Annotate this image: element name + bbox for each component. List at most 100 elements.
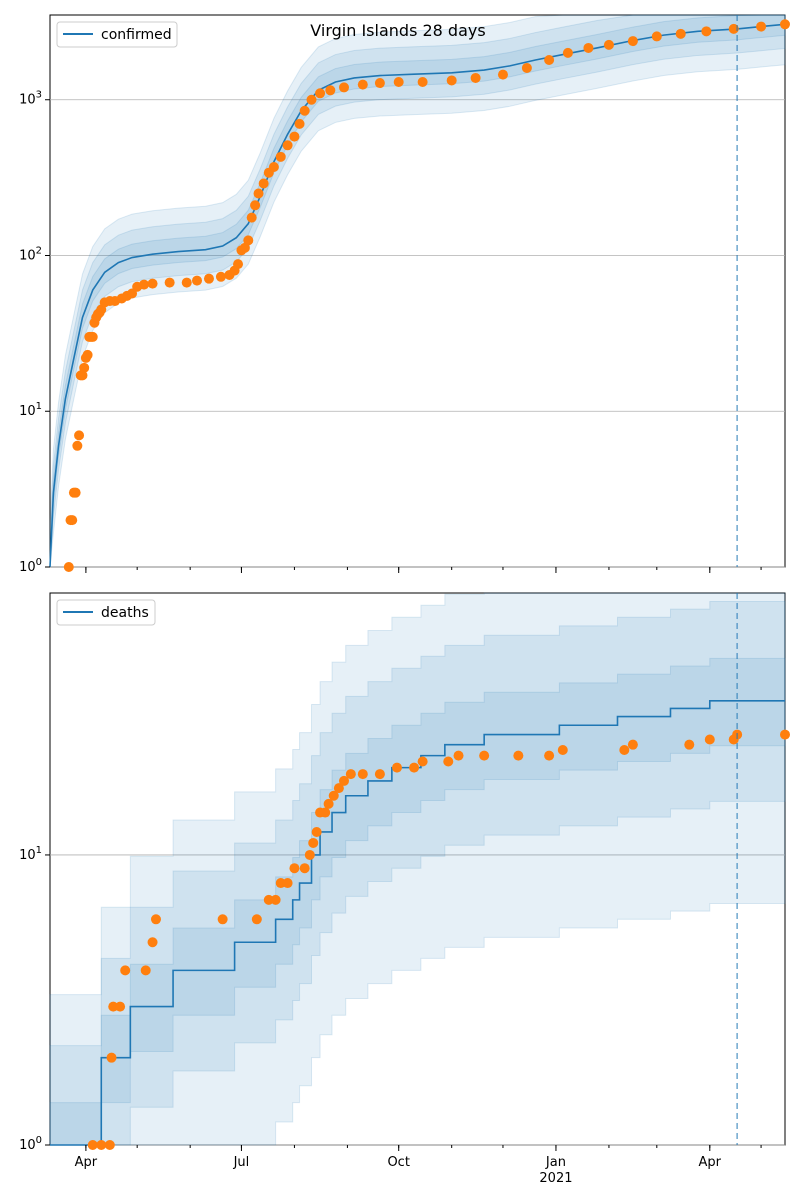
confirmed_observed-point-27 xyxy=(139,279,150,290)
deaths_observed-point-11 xyxy=(251,914,262,925)
deaths_observed-point-13 xyxy=(270,894,281,905)
deaths_observed-point-9 xyxy=(150,914,161,925)
confirmed_observed-point-31 xyxy=(192,275,202,286)
confirmed_observed-point-48 xyxy=(289,131,300,142)
confirmed_observed-point-52 xyxy=(315,88,326,99)
confirmed_observed-point-50 xyxy=(299,105,310,116)
deaths_observed-point-42 xyxy=(704,734,715,745)
deaths_observed-point-22 xyxy=(320,807,331,818)
deaths_observed-point-0 xyxy=(87,1140,98,1150)
uncertainty-band-bottom-outer xyxy=(49,592,786,1146)
deaths_observed-point-30 xyxy=(391,762,402,773)
x-tick-label-1: Jul xyxy=(233,1155,250,1170)
confirmed_observed-point-0 xyxy=(63,562,74,572)
chart-title: Virgin Islands 28 days xyxy=(310,21,485,40)
confirmed_observed-point-53 xyxy=(325,85,336,96)
deaths_observed-point-15 xyxy=(282,878,293,889)
y-tick-label-top-2: 102 xyxy=(19,245,42,263)
deaths_observed-point-26 xyxy=(339,775,349,786)
deaths_observed-point-8 xyxy=(147,937,158,948)
confirmed-plot: 100 101 102 103 xyxy=(19,14,790,575)
confirmed_observed-point-6 xyxy=(74,430,85,441)
deaths_observed-point-45 xyxy=(780,729,790,740)
deaths_observed-point-17 xyxy=(299,863,310,874)
confirmed_observed-point-73 xyxy=(780,19,790,30)
confirmed_observed-point-60 xyxy=(470,72,481,83)
confirmed_observed-point-2 xyxy=(67,515,78,526)
deaths_observed-point-18 xyxy=(304,849,315,860)
deaths_observed-point-40 xyxy=(627,739,638,750)
y-tick-label-top-3: 103 xyxy=(19,90,42,108)
x-tick-label-2: Oct xyxy=(387,1155,409,1170)
confirmed_observed-point-40 xyxy=(246,212,257,223)
deaths_observed-point-33 xyxy=(443,756,454,767)
confirmed_observed-point-39 xyxy=(243,235,254,246)
confirmed_observed-point-42 xyxy=(253,188,264,199)
confirmed_observed-point-49 xyxy=(294,118,305,129)
deaths_observed-point-29 xyxy=(374,769,385,780)
deaths-line xyxy=(50,699,785,1146)
confirmed_observed-point-25 xyxy=(127,288,138,299)
deaths_observed-point-6 xyxy=(120,965,131,976)
deaths_observed-point-2 xyxy=(104,1140,115,1150)
confirmed_observed-point-29 xyxy=(164,277,175,288)
deaths_observed-point-5 xyxy=(115,1001,126,1012)
confirmed_observed-point-47 xyxy=(282,140,293,151)
confirmed_observed-point-30 xyxy=(181,277,192,288)
confirmed_observed-point-63 xyxy=(544,54,555,65)
confirmed_observed-point-36 xyxy=(233,259,244,270)
confirmed_observed-point-38 xyxy=(239,242,250,253)
confirmed_observed-point-57 xyxy=(393,76,404,87)
confirmed-line xyxy=(49,23,786,568)
confirmed_observed-point-54 xyxy=(339,82,349,93)
confirmed_observed-point-9 xyxy=(79,362,90,373)
x-tick-label-4: Apr xyxy=(699,1155,722,1170)
confirmed_observed-point-59 xyxy=(446,75,457,86)
deaths_observed-point-41 xyxy=(684,739,695,750)
confirmed_observed-point-11 xyxy=(82,349,93,360)
deaths_observed-point-16 xyxy=(289,863,300,874)
confirmed_observed-point-56 xyxy=(374,78,385,89)
confirmed_observed-point-32 xyxy=(203,273,214,284)
deaths_observed-point-31 xyxy=(409,762,420,773)
confirmed_observed-point-66 xyxy=(603,39,614,50)
deaths_observed-point-35 xyxy=(479,750,490,761)
deaths_observed-point-28 xyxy=(357,769,368,780)
uncertainty-band-top-outer xyxy=(49,14,786,568)
deaths_observed-point-19 xyxy=(308,837,319,848)
x-tick-label-3: Jan xyxy=(545,1155,566,1170)
confirmed_observed-point-45 xyxy=(268,161,279,172)
confirmed_observed-point-62 xyxy=(521,62,532,73)
deaths_observed-point-34 xyxy=(453,750,464,761)
confirmed_observed-point-33 xyxy=(215,271,226,282)
confirmed_observed-point-70 xyxy=(701,26,712,37)
y-tick-label-top-1: 101 xyxy=(19,401,42,419)
x-tick-sublabel-3: 2021 xyxy=(539,1171,572,1186)
deaths_observed-point-24 xyxy=(328,790,339,801)
confirmed_observed-point-67 xyxy=(627,36,638,47)
confirmed_observed-point-46 xyxy=(275,151,286,162)
legend-deaths: deaths xyxy=(56,599,156,626)
confirmed_observed-point-5 xyxy=(72,440,83,451)
y-tick-label-bottom-0: 100 xyxy=(19,1135,42,1153)
confirmed_observed-point-71 xyxy=(728,23,739,34)
confirmed_observed-point-55 xyxy=(357,79,368,90)
legend-confirmed-label: confirmed xyxy=(101,27,172,43)
confirmed_observed-point-58 xyxy=(417,76,428,87)
x-tick-label-0: Apr xyxy=(75,1155,98,1170)
legend-confirmed: confirmed xyxy=(56,21,178,48)
confirmed_observed-point-72 xyxy=(756,21,767,32)
y-tick-label-bottom-1: 101 xyxy=(19,845,42,863)
legend-deaths-label: deaths xyxy=(101,605,149,621)
confirmed_observed-point-65 xyxy=(583,42,594,53)
deaths_observed-point-23 xyxy=(323,798,334,809)
deaths_observed-point-1 xyxy=(96,1140,107,1150)
plot-frame-top xyxy=(49,14,786,568)
confirmed_observed-point-64 xyxy=(562,47,573,58)
confirmed_observed-point-4 xyxy=(70,487,81,498)
deaths_observed-point-3 xyxy=(106,1052,117,1063)
deaths_observed-point-14 xyxy=(275,878,286,889)
deaths_observed-point-7 xyxy=(140,965,151,976)
